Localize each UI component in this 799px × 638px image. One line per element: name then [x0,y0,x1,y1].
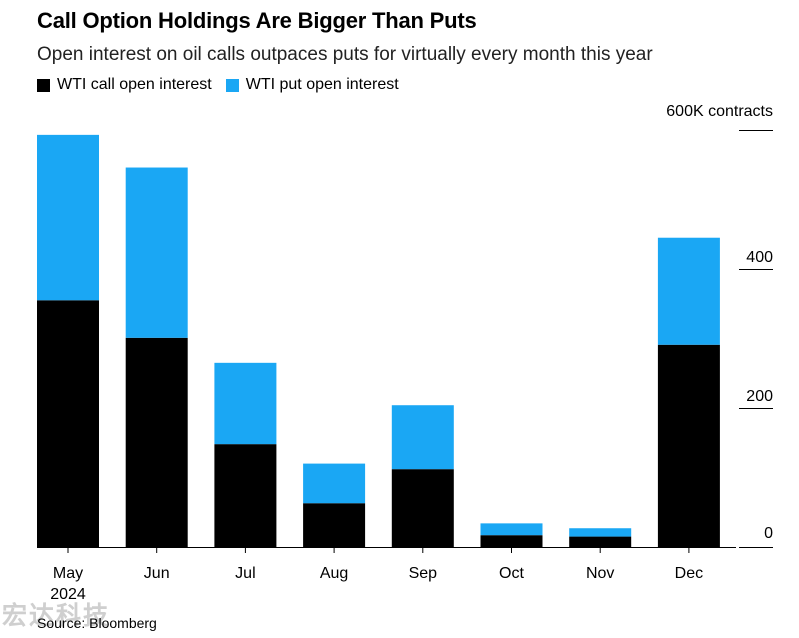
bar-put-5 [480,523,543,536]
x-tick-label-5: Oct [499,565,524,582]
y-tick-label-1: 200 [746,388,773,405]
bar-put-1 [125,167,188,338]
bar-call-2 [214,444,277,547]
y-tick-label-3: 600K contracts [666,103,773,120]
legend-item-put: WTI put open interest [225,76,399,94]
bar-call-6 [569,536,632,547]
legend-label-put: WTI put open interest [245,76,399,93]
legend-item-call: WTI call open interest [37,76,212,94]
bar-call-7 [657,344,720,547]
source-note: Source: Bloomberg [37,615,157,631]
x-tick-label-3: Aug [320,565,348,582]
y-tick-label-0: 0 [764,525,773,542]
bar-put-4 [391,405,454,470]
bar-put-0 [37,134,99,301]
bar-put-6 [569,528,632,537]
bar-call-1 [125,337,188,547]
x-tick-label-6: Nov [586,565,614,582]
legend-label-call: WTI call open interest [57,76,212,93]
x-tick-label-0: May [53,565,83,582]
legend-swatch-call [37,78,50,92]
y-tick-label-2: 400 [746,249,773,266]
x-tick-label-0-line2: 2024 [50,586,86,603]
x-tick-label-7: Dec [675,565,703,582]
watermark-logo: 宏达科技 [2,602,111,630]
bar-put-3 [303,463,366,504]
legend: WTI call open interest WTI put open inte… [37,76,413,94]
bar-call-0 [37,300,99,547]
x-tick-label-4: Sep [409,565,438,582]
x-tick-label-2: Jul [235,565,255,582]
x-tick-label-1: Jun [144,565,170,582]
bar-put-2 [214,362,277,445]
bar-call-4 [391,469,454,547]
legend-swatch-put [225,78,239,92]
chart-title: Call Option Holdings Are Bigger Than Put… [37,8,477,33]
bar-call-5 [480,535,543,547]
bar-call-3 [303,503,366,547]
chart-subtitle: Open interest on oil calls outpaces puts… [37,44,653,65]
bar-put-7 [657,237,720,345]
